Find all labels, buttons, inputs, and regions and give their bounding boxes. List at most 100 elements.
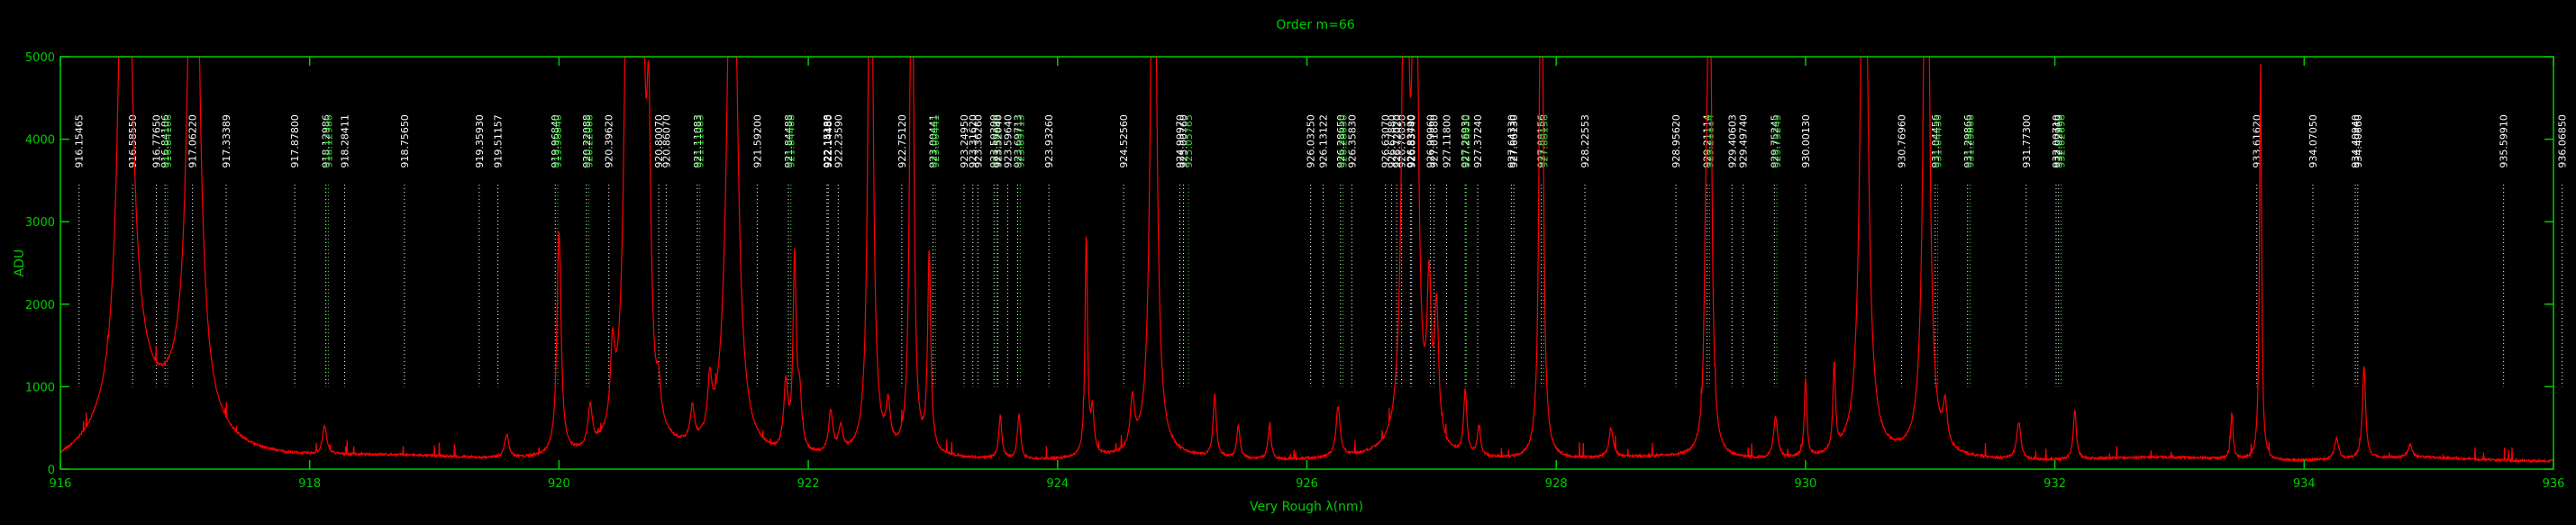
line-id-label: 916.77650 (151, 114, 163, 168)
line-id-label: 927.01880 (1429, 114, 1441, 168)
line-id-label: 918.75650 (399, 114, 411, 168)
line-id-label: 927.11800 (1441, 114, 1452, 168)
y-tick-label: 1000 (25, 381, 55, 394)
line-id-label: 923.31620 (968, 114, 979, 168)
line-identification-layer: 916.15465 916.58550 916.77650916.84106916.… (74, 114, 2569, 387)
line-id-label: 923.50200 (991, 114, 1003, 168)
line-id-label: 926.72020 (1391, 114, 1403, 168)
line-id-label: 923.93260 (1043, 114, 1055, 168)
y-tick-label: 5000 (25, 51, 55, 65)
line-id-label: 917.06220 (187, 114, 199, 168)
line-id-label: 923.24950 (959, 114, 970, 168)
x-tick-label: 924 (1046, 477, 1069, 491)
chart-title: Order m=66 (1276, 18, 1355, 32)
line-id-label: 931.29866 (1965, 114, 1977, 168)
line-id-label: 932.02960 (2053, 114, 2065, 168)
line-id-label: 929.75245 (1771, 114, 1783, 168)
line-id-label: 928.95620 (1670, 114, 1682, 168)
line-id-label: 918.12986 (321, 114, 332, 168)
line-id-label: 920.22088 (584, 114, 596, 168)
line-id-label: 927.66130 (1508, 114, 1520, 168)
y-tick-label: 4000 (25, 134, 55, 148)
line-id-label: 921.59200 (751, 114, 763, 168)
line-id-label: 934.40940 (2350, 114, 2362, 168)
line-id-label: 930.76960 (1896, 114, 1907, 168)
line-id-label: 935.59910 (2499, 114, 2510, 168)
spectrum-layer (59, 56, 2554, 464)
line-id-label: 926.83740 (1406, 114, 1418, 168)
line-id-label: 926.28650 (1335, 114, 1347, 168)
line-id-label: 923.36260 (972, 114, 984, 168)
line-id-label: 923.00441 (927, 114, 939, 168)
line-id-label: 922.75120 (897, 114, 908, 168)
line-id-label: 923.50200 (988, 114, 1000, 168)
line-id-label: 929.75245 (1769, 114, 1780, 168)
spectrum-line (59, 56, 2554, 464)
y-tick-label: 3000 (25, 216, 55, 230)
line-id-label: 932.02696 (2056, 114, 2068, 168)
line-id-label: 918.28411 (339, 114, 350, 168)
line-id-label: 919.51157 (493, 114, 505, 168)
line-id-label: 929.49740 (1738, 114, 1750, 168)
line-id-label: 931.04456 (1930, 114, 1942, 168)
line-id-label: 927.64330 (1506, 114, 1517, 168)
x-tick-label: 936 (2543, 477, 2565, 491)
line-id-label: 921.84488 (783, 114, 795, 168)
line-id-label: 926.13122 (1317, 114, 1329, 168)
x-axis-label: Very Rough λ(nm) (1250, 500, 1363, 514)
line-id-label: 916.58550 (127, 114, 139, 168)
line-id-label: 924.99970 (1174, 114, 1186, 168)
y-tick-label: 2000 (25, 299, 55, 312)
line-id-label: 916.15465 (74, 114, 86, 168)
line-id-label: 923.69713 (1013, 114, 1024, 168)
line-id-label: 922.14480 (823, 114, 834, 168)
line-id-label: 916.84106 (162, 114, 174, 168)
line-id-label: 920.39620 (604, 114, 615, 168)
y-tick-label: 0 (48, 464, 55, 477)
line-id-label: 921.11083 (692, 114, 704, 168)
line-id-label: 931.04456 (1933, 114, 1944, 168)
line-id-label: 922.23590 (833, 114, 844, 168)
line-id-label: 934.40660 (2353, 114, 2364, 168)
tick-layer: 916 918 920 922 924 926 928 930 932 934 936 0 1000 20… (25, 51, 2565, 491)
line-id-label: 926.76050 (1397, 114, 1408, 168)
line-id-label: 920.86070 (660, 114, 672, 168)
line-id-label: 917.33389 (221, 114, 232, 168)
line-id-label: 929.21114 (1702, 114, 1714, 168)
line-id-label: 927.28030 (1461, 114, 1473, 168)
y-axis-label: ADU (13, 249, 27, 277)
x-tick-label: 934 (2293, 477, 2316, 491)
line-id-label: 922.15188 (822, 114, 833, 168)
line-id-label: 923.52040 (992, 114, 1004, 168)
line-id-label: 921.11083 (695, 114, 706, 168)
line-id-label: 927.88156 (1538, 114, 1550, 168)
line-id-label: 928.22553 (1579, 114, 1591, 168)
line-id-label: 917.87800 (289, 114, 301, 168)
line-id-label: 926.03250 (1306, 114, 1317, 168)
line-id-label: 926.67880 (1387, 114, 1398, 168)
line-id-label: 921.84488 (786, 114, 797, 168)
line-id-label: 926.35830 (1346, 114, 1358, 168)
line-id-label: 918.12986 (323, 114, 334, 168)
line-id-label: 920.80070 (653, 114, 665, 168)
line-id-label: 934.07050 (2307, 114, 2319, 168)
line-id-label: 927.26930 (1460, 114, 1471, 168)
line-id-label: 929.40603 (1726, 114, 1738, 168)
x-tick-label: 922 (797, 477, 820, 491)
line-id-label: 931.77300 (2021, 114, 2033, 168)
x-tick-label: 916 (50, 477, 72, 491)
line-id-label: 927.37240 (1472, 114, 1484, 168)
line-id-label: 926.99960 (1425, 114, 1436, 168)
x-tick-label: 932 (2044, 477, 2066, 491)
line-id-label: 920.22088 (581, 114, 593, 168)
line-id-label: 919.96840 (552, 114, 564, 168)
line-id-label: 919.96840 (550, 114, 561, 168)
line-id-label: 930.00130 (1800, 114, 1812, 167)
line-id-label: 926.28650 (1338, 114, 1350, 168)
line-id-label: 925.05765 (1183, 114, 1195, 168)
line-id-label: 926.83490 (1405, 114, 1416, 168)
x-tick-label: 926 (1296, 477, 1318, 491)
line-id-label: 925.00760 (1179, 114, 1190, 168)
